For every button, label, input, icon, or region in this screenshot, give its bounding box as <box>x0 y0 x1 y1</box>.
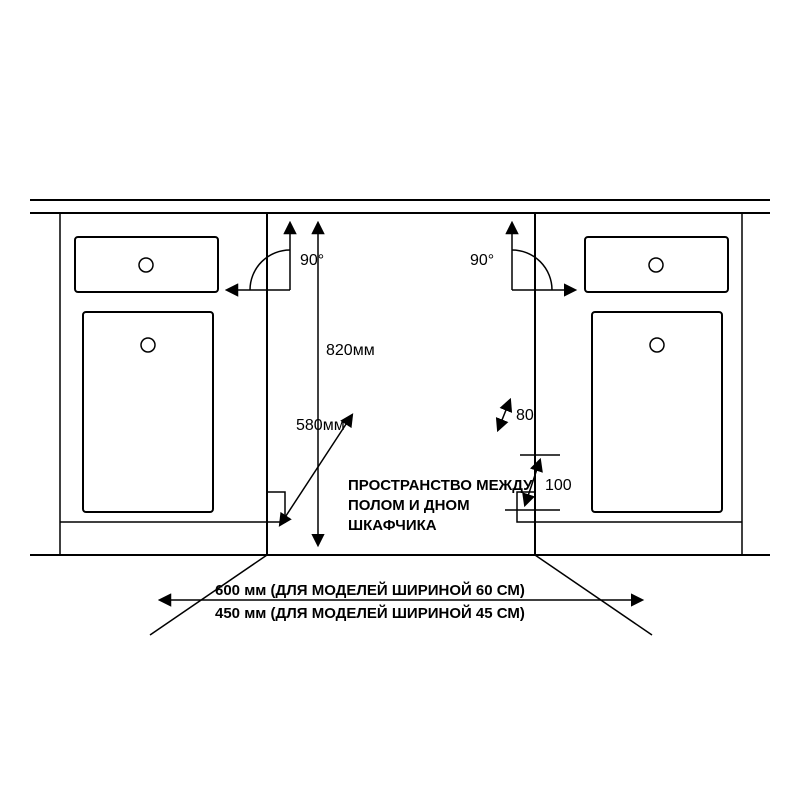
width-line-2: 450 мм (ДЛЯ МОДЕЛЕЙ ШИРИНОЙ 45 СМ) <box>215 604 525 622</box>
right-cabinet <box>535 213 742 555</box>
angle-right-label: 90° <box>470 252 494 269</box>
dim-width: 600 мм (ДЛЯ МОДЕЛЕЙ ШИРИНОЙ 60 СМ) 450 м… <box>150 555 652 635</box>
note-line-2: ПОЛОМ И ДНОМ <box>348 497 470 514</box>
dim-depth-580: 580мм <box>280 415 352 525</box>
note-line-1: ПРОСТРАНСТВО МЕЖДУ <box>348 477 533 494</box>
clearance-note: ПРОСТРАНСТВО МЕЖДУ ПОЛОМ И ДНОМ ШКАФЧИКА <box>348 477 533 534</box>
width-line-1: 600 мм (ДЛЯ МОДЕЛЕЙ ШИРИНОЙ 60 СМ) <box>215 581 525 599</box>
left-cabinet <box>60 213 267 555</box>
door-swing-right: 90° <box>470 223 575 290</box>
countertop <box>30 200 770 213</box>
dim-gap-100-label: 100 <box>545 477 572 494</box>
dim-height-label: 820мм <box>326 342 375 359</box>
dim-gap-80-label: 80 <box>516 407 534 424</box>
installation-diagram: 90° 90° 820мм 580мм 80 100 ПРОСТРАНСТВО … <box>0 0 800 800</box>
dim-depth-label: 580мм <box>296 417 345 434</box>
note-line-3: ШКАФЧИКА <box>348 517 437 534</box>
door-swing-left: 90° <box>227 223 324 290</box>
angle-left-label: 90° <box>300 252 324 269</box>
dim-gap-80: 80 <box>498 400 534 430</box>
